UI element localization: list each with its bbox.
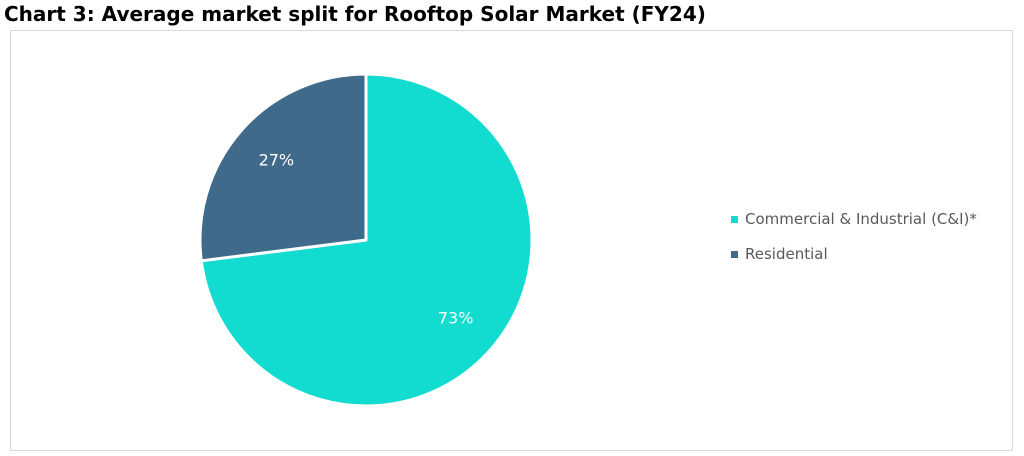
legend-swatch-commercial-industrial <box>731 215 738 223</box>
legend: Commercial & Industrial (C&I)* Residenti… <box>731 210 977 280</box>
legend-label-commercial-industrial: Commercial & Industrial (C&I)* <box>745 210 977 228</box>
legend-label-residential: Residential <box>745 245 828 263</box>
legend-item-residential: Residential <box>731 245 977 263</box>
data-label-commercial-industrial-c-i: 73% <box>438 309 474 328</box>
data-label-residential: 27% <box>259 150 295 169</box>
pie-slice-residential <box>198 72 368 263</box>
legend-item-commercial-industrial: Commercial & Industrial (C&I)* <box>731 210 977 228</box>
legend-swatch-residential <box>731 250 738 258</box>
chart-title: Chart 3: Average market split for Roofto… <box>4 2 706 26</box>
